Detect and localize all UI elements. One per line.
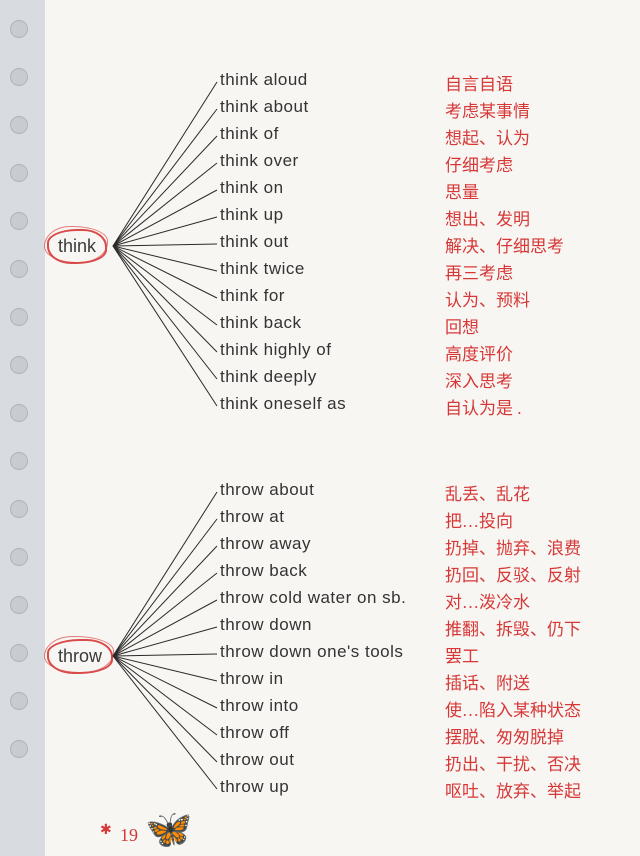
spiral-hole <box>10 500 28 518</box>
spiral-hole <box>10 68 28 86</box>
phrase-text: think highly of <box>220 340 331 360</box>
spiral-holes <box>10 0 35 856</box>
spiral-hole <box>10 260 28 278</box>
meaning-text: 插话、附送 <box>445 669 530 694</box>
meaning-text: 回想 <box>445 313 479 338</box>
meaning-text: 扔回、反驳、反射 <box>445 561 581 586</box>
spiral-hole <box>10 308 28 326</box>
phrase-text: throw up <box>220 777 289 797</box>
meaning-text: 推翻、拆毁、仍下 <box>445 615 581 640</box>
meaning-text: 再三考虑 <box>445 259 513 284</box>
spiral-hole <box>10 644 28 662</box>
meaning-text: 罢工 <box>445 642 479 667</box>
notebook-page: think think aloud 自言自语 think about 考虑某事情 thin… <box>45 0 640 856</box>
meaning-text: 乱丢、乱花 <box>445 480 530 505</box>
spiral-hole <box>10 164 28 182</box>
spiral-hole <box>10 212 28 230</box>
star-decoration: ✱ <box>100 821 112 838</box>
root-word: throw <box>50 642 110 671</box>
spiral-hole <box>10 404 28 422</box>
phrase-text: throw cold water on sb. <box>220 588 406 608</box>
root-word: think <box>50 232 104 261</box>
meaning-text: 使…陷入某种状态 <box>445 696 581 721</box>
phrase-text: think of <box>220 124 279 144</box>
phrase-text: think for <box>220 286 285 306</box>
phrase-text: think aloud <box>220 70 308 90</box>
phrase-text: think deeply <box>220 367 317 387</box>
phrase-text: think up <box>220 205 284 225</box>
phrase-text: think over <box>220 151 299 171</box>
phrase-text: throw away <box>220 534 311 554</box>
phrase-text: throw about <box>220 480 314 500</box>
meaning-text: 自认为是 . <box>445 394 522 419</box>
spiral-hole <box>10 452 28 470</box>
meaning-text: 摆脱、匆匆脱掉 <box>445 723 564 748</box>
meaning-text: 自言自语 <box>445 70 513 95</box>
spiral-hole <box>10 116 28 134</box>
page-number: 19 <box>120 825 138 846</box>
meaning-text: 高度评价 <box>445 340 513 365</box>
meaning-text: 想出、发明 <box>445 205 530 230</box>
phrase-text: think oneself as <box>220 394 346 414</box>
phrase-text: throw into <box>220 696 299 716</box>
spiral-hole <box>10 740 28 758</box>
phrase-text: think on <box>220 178 284 198</box>
meaning-text: 想起、认为 <box>445 124 530 149</box>
meaning-text: 深入思考 <box>445 367 513 392</box>
phrase-text: throw in <box>220 669 284 689</box>
meaning-text: 思量 <box>445 178 479 203</box>
meaning-text: 呕吐、放弃、举起 <box>445 777 581 802</box>
phrase-text: throw down <box>220 615 312 635</box>
meaning-text: 认为、预料 <box>445 286 530 311</box>
phrase-text: think out <box>220 232 289 252</box>
phrase-text: throw down one's tools <box>220 642 403 662</box>
spiral-hole <box>10 20 28 38</box>
spiral-hole <box>10 548 28 566</box>
spiral-hole <box>10 356 28 374</box>
spiral-hole <box>10 692 28 710</box>
spiral-hole <box>10 596 28 614</box>
phrase-text: think back <box>220 313 302 333</box>
meaning-text: 扔掉、抛弃、浪费 <box>445 534 581 559</box>
meaning-text: 扔出、干扰、否决 <box>445 750 581 775</box>
meaning-text: 对…泼冷水 <box>445 588 530 613</box>
phrase-text: throw back <box>220 561 307 581</box>
phrase-text: think twice <box>220 259 305 279</box>
meaning-text: 把…投向 <box>445 507 513 532</box>
phrase-text: think about <box>220 97 309 117</box>
phrase-text: throw out <box>220 750 294 770</box>
meaning-text: 解决、仔细思考 <box>445 232 564 257</box>
meaning-text: 仔细考虑 <box>445 151 513 176</box>
meaning-text: 考虑某事情 <box>445 97 530 122</box>
butterfly-sticker: 🦋 <box>145 808 192 852</box>
phrase-text: throw off <box>220 723 289 743</box>
phrase-text: throw at <box>220 507 284 527</box>
